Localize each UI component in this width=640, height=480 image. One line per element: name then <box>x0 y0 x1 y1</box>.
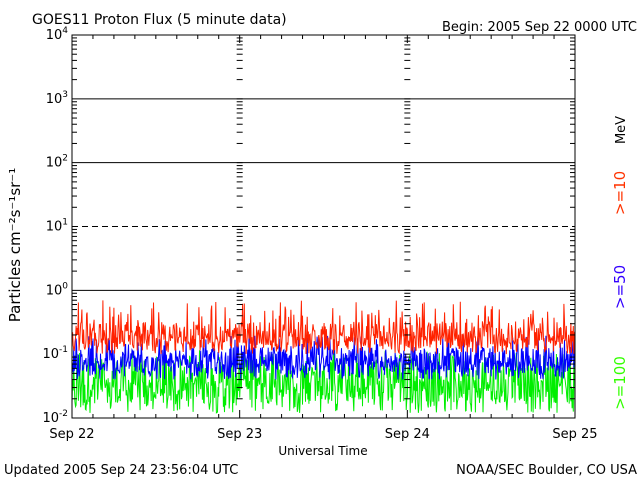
x-tick-label: Sep 24 <box>385 427 430 442</box>
series-layer <box>71 300 576 414</box>
right-axis-labels: MeV >=10 >=50 >=100 <box>611 116 629 410</box>
grid-layer <box>71 35 576 419</box>
y-tick-label: 10-2 <box>42 409 68 426</box>
x-tick-label: Sep 22 <box>49 427 94 442</box>
energy-channel-label: >=10 <box>611 171 629 215</box>
y-tick-label: 103 <box>46 90 68 107</box>
y-tick-label: 10-1 <box>42 345 68 362</box>
y-axis-label: Particles cm⁻²s⁻¹sr⁻¹ <box>6 168 24 322</box>
plot-frame <box>71 34 576 419</box>
x-axis-label: Universal Time <box>278 444 367 458</box>
y-tick-labels: 10-2 10-1 100 101 102 103 104 <box>42 26 68 426</box>
energy-channel-label: >=100 <box>611 356 629 410</box>
y-tick-label: 102 <box>46 154 68 171</box>
right-axis-unit: MeV <box>614 116 629 144</box>
x-tick-labels: Sep 22 Sep 23 Sep 24 Sep 25 <box>49 427 597 442</box>
y-tick-label: 100 <box>46 281 69 298</box>
updated-time: Updated 2005 Sep 24 23:56:04 UTC <box>4 463 238 478</box>
y-tick-label: 104 <box>46 26 69 43</box>
series-line <box>71 300 576 355</box>
source-credit: NOAA/SEC Boulder, CO USA <box>456 463 637 478</box>
energy-channel-label: >=50 <box>611 265 629 309</box>
x-tick-label: Sep 23 <box>217 427 262 442</box>
chart-title: GOES11 Proton Flux (5 minute data) <box>32 12 287 28</box>
series-line <box>71 334 576 380</box>
y-tick-label: 101 <box>46 218 68 235</box>
x-tick-label: Sep 25 <box>552 427 597 442</box>
begin-time: Begin: 2005 Sep 22 0000 UTC <box>442 20 637 35</box>
